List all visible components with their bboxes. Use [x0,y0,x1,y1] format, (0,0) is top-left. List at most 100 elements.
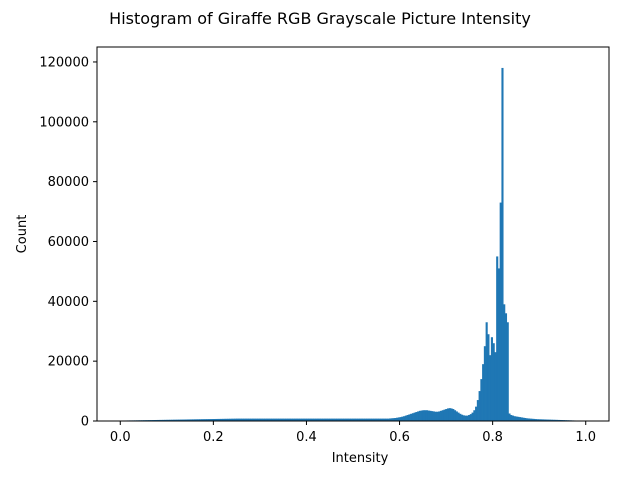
histogram-bar [211,419,214,421]
histogram-bar [346,418,349,421]
histogram-bar [229,418,232,421]
histogram-bar [287,418,290,421]
histogram-bar [522,417,525,421]
histogram-bar [313,418,316,421]
histogram-bar [373,418,376,421]
histogram-bar [367,418,371,421]
histogram-bar [450,408,453,421]
histogram-bar [424,410,427,421]
histogram-bar [540,419,543,421]
x-axis-label: Intensity [332,451,389,466]
histogram-bar [461,414,464,421]
histogram-bar [266,418,269,421]
histogram-bar [360,418,364,421]
histogram-bar [188,419,191,421]
histogram-bar [199,419,202,421]
x-tick-label: 1.0 [575,430,596,445]
histogram-bar [187,419,190,421]
histogram-bar [506,322,509,421]
histogram-bar [541,419,544,421]
histogram-bar [264,418,267,421]
histogram-bar [257,418,260,421]
histogram-bar [280,418,283,421]
histogram-bar [489,355,492,421]
histogram-bar [415,412,418,421]
y-tick-label: 80000 [48,175,89,190]
histogram-bar [288,418,291,421]
histogram-bar [250,418,253,421]
histogram-bar [376,418,379,421]
histogram-bar [278,418,281,421]
histogram-bar [290,418,293,421]
histogram-bar [378,418,381,421]
histogram-bar [432,411,436,421]
histogram-bar [174,419,177,421]
histogram-bar [343,418,346,421]
histogram-bar [515,416,518,421]
histogram-bar [294,418,297,421]
histogram-bar [494,352,497,421]
x-tick-label: 0.0 [110,430,131,445]
histogram-bar [195,419,198,421]
histogram-bar [244,418,248,421]
histogram-bar [158,419,162,421]
histogram-bar [243,418,246,421]
histogram-bar [281,418,284,421]
histogram-bar [190,419,193,421]
histogram-bar [299,418,302,421]
y-tick-label: 40000 [48,295,89,310]
histogram-bar [262,418,265,421]
histogram-bar [482,364,485,421]
histogram-bar [418,410,421,421]
histogram-bar [192,419,195,421]
histogram-bar [485,322,488,421]
histogram-bar [464,415,467,421]
histogram-bar [176,419,179,421]
histogram-bar [550,419,553,421]
histogram-bar [345,418,348,421]
histogram-bar [271,418,274,421]
histogram-bar [387,418,390,421]
histogram-bar [559,419,562,421]
histogram-bar [555,419,558,421]
y-tick-label: 20000 [48,355,89,370]
histogram-bar [341,418,344,421]
histogram-bar [434,411,437,421]
histogram-bar [252,418,255,421]
histogram-bar [439,410,443,421]
histogram-bar [552,419,555,421]
histogram-bar [457,412,460,421]
histogram-bar [369,418,372,421]
histogram-bar [311,418,314,421]
histogram-bar [171,419,174,421]
histogram-bar [408,414,411,421]
histogram-bar [490,337,493,421]
histogram-bar [306,418,309,421]
histogram-bar [392,418,395,421]
histogram-bar [529,418,532,421]
histogram-bar [338,418,341,421]
histogram-bar [274,418,277,421]
histogram-bar [545,419,548,421]
histogram-bar [425,410,428,421]
histogram-bar [178,419,181,421]
histogram-bar [253,418,256,421]
histogram-bar [283,418,286,421]
histogram-bar [441,410,444,421]
histogram-bar [172,419,176,421]
histogram-bar [547,419,550,421]
histogram-bar [332,418,335,421]
histogram-bar [471,412,474,421]
y-axis-ticks: 0 20000 40000 60000 80000 100000 120000 [39,55,97,430]
histogram-bar [380,418,383,421]
histogram-bar [324,418,327,421]
histogram-bar [508,413,511,421]
histogram-bar [230,418,234,421]
histogram-bar [399,417,402,421]
histogram-bar [431,411,434,421]
histogram-bar [232,418,235,421]
histogram-bar [213,419,216,421]
histogram-bar [476,400,479,421]
x-axis-ticks: 0.0 0.2 0.4 0.6 0.8 1.0 [110,421,596,445]
